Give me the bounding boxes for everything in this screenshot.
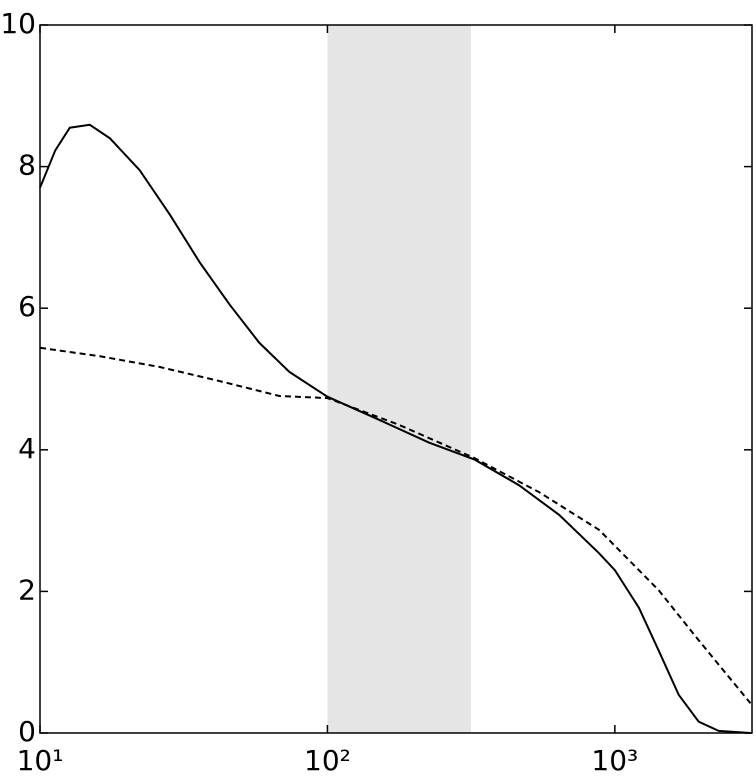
y-tick-label: 10 xyxy=(0,7,36,40)
data-line xyxy=(39,346,752,704)
y-tick-label: 8 xyxy=(18,149,36,182)
shaded-span xyxy=(327,25,472,733)
data-line xyxy=(39,123,751,734)
y-tick-label: 2 xyxy=(18,573,36,606)
y-tick-label: 0 xyxy=(18,715,36,748)
y-tick-label: 6 xyxy=(18,290,36,323)
x-tick-label: 10² xyxy=(304,744,351,777)
plot-frame xyxy=(39,24,753,734)
x-tick-label: 10³ xyxy=(591,744,638,777)
y-tick-label: 4 xyxy=(18,432,36,465)
x-tick-label: 10¹ xyxy=(17,744,64,777)
